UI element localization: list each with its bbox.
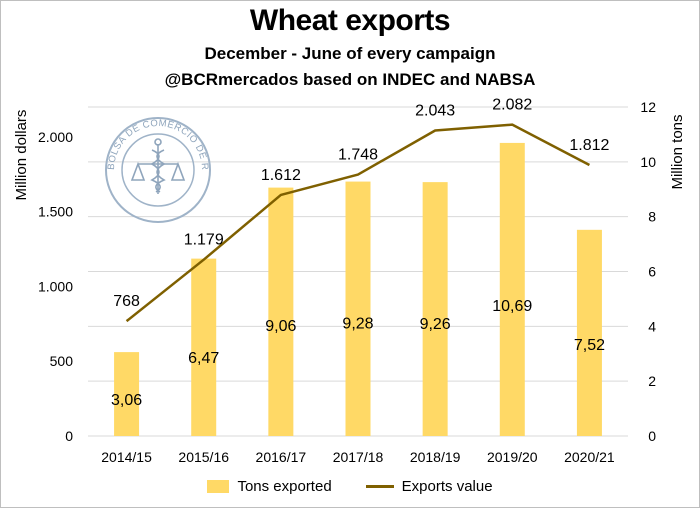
line-series <box>125 123 591 323</box>
right-tick-label: 10 <box>640 154 656 170</box>
right-tick-label: 4 <box>648 318 656 334</box>
legend-item-tons: Tons exported <box>207 478 332 495</box>
right-axis-ticks: 0 2 4 6 8 10 12 <box>640 99 656 444</box>
left-axis-title: Million dollars <box>13 110 30 201</box>
legend-label-value: Exports value <box>401 478 493 495</box>
right-tick-label: 0 <box>648 428 656 444</box>
right-axis-title: Million tons <box>669 114 686 189</box>
line-labels: 768 1.179 1.612 1.748 2.043 2.082 1.812 <box>113 97 609 311</box>
line-data-label: 1.812 <box>569 137 609 154</box>
line-data-label: 1.179 <box>184 232 224 249</box>
seal-logo: BOLSA DE COMERCIO DE ROSARIO <box>105 117 211 223</box>
x-tick-label: 2014/15 <box>101 449 152 465</box>
legend-label-tons: Tons exported <box>237 478 332 495</box>
bar-data-label: 10,69 <box>492 298 532 315</box>
bar-series <box>114 142 602 436</box>
left-axis-ticks: 0 500 1.000 1.500 2.000 <box>38 129 73 444</box>
bar <box>499 142 525 436</box>
right-tick-label: 12 <box>640 99 656 115</box>
legend-item-value: Exports value <box>365 478 493 495</box>
line-data-label: 1.748 <box>338 147 378 164</box>
bar-data-label: 7,52 <box>574 337 605 354</box>
bar-data-label: 9,26 <box>420 316 451 333</box>
line-path <box>125 123 591 323</box>
bar <box>422 182 448 436</box>
bar-labels: 3,06 6,47 9,06 9,28 9,26 10,69 7,52 <box>111 298 605 409</box>
bar-data-label: 6,47 <box>188 350 219 367</box>
bar <box>345 181 371 436</box>
line-data-label: 2.082 <box>492 97 532 114</box>
chart-title: Wheat exports <box>249 4 451 37</box>
x-tick-label: 2020/21 <box>564 449 615 465</box>
bar <box>268 187 294 436</box>
right-tick-label: 6 <box>648 264 656 280</box>
bar <box>576 229 602 436</box>
bar-data-label: 9,06 <box>265 318 296 335</box>
line-data-label: 768 <box>113 293 140 310</box>
bar-data-label: 3,06 <box>111 392 142 409</box>
x-tick-label: 2019/20 <box>487 449 538 465</box>
x-tick-label: 2017/18 <box>333 449 384 465</box>
right-tick-label: 8 <box>648 209 656 225</box>
left-tick-label: 0 <box>65 428 73 444</box>
x-tick-label: 2015/16 <box>178 449 229 465</box>
bar <box>114 352 140 436</box>
legend: Tons exported Exports value <box>0 478 700 495</box>
legend-swatch-bar <box>207 480 230 493</box>
chart-source: @BCRmercados based on INDEC and NABSA <box>164 70 536 89</box>
x-tick-label: 2016/17 <box>256 449 307 465</box>
left-tick-label: 1.500 <box>38 204 73 220</box>
bar-data-label: 9,28 <box>342 316 373 333</box>
x-tick-label: 2018/19 <box>410 449 461 465</box>
right-tick-label: 2 <box>648 373 656 389</box>
chart-subtitle: December - June of every campaign <box>204 44 496 63</box>
left-tick-label: 500 <box>50 353 74 369</box>
caduceus-scales-icon <box>130 138 186 194</box>
line-data-label: 2.043 <box>415 102 455 119</box>
line-data-label: 1.612 <box>261 167 301 184</box>
legend-swatch-line <box>365 485 394 488</box>
left-tick-label: 1.000 <box>38 278 73 294</box>
bar <box>191 258 217 436</box>
left-tick-label: 2.000 <box>38 129 73 145</box>
x-axis-ticks: 2014/15 2015/16 2016/17 2017/18 2018/19 2019/… <box>101 449 615 465</box>
